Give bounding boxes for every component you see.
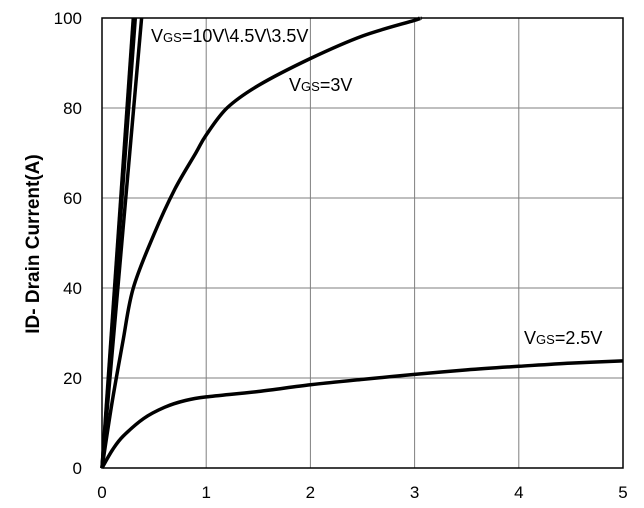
x-tick-label: 1 <box>201 483 210 502</box>
annotation-vgs-10-4.5-3.5: VGS=10V\4.5V\3.5V <box>151 26 308 46</box>
curves <box>100 16 624 469</box>
y-tick-label: 0 <box>73 459 82 478</box>
series-curve <box>100 16 423 469</box>
annotation-vgs-3: VGS=3V <box>289 75 352 95</box>
x-tick-label: 2 <box>306 483 315 502</box>
x-tick-label: 0 <box>97 483 106 502</box>
y-tick-label: 100 <box>54 9 82 28</box>
annotation-vgs-2.5: VGS=2.5V <box>524 328 602 348</box>
y-tick-label: 60 <box>63 189 82 208</box>
plot-frame <box>101 17 624 469</box>
x-tick-label: 4 <box>514 483 523 502</box>
y-tick-label: 40 <box>63 279 82 298</box>
y-axis-label: ID- Drain Current(A) <box>23 154 44 333</box>
series-curve <box>100 17 144 469</box>
x-tick-label: 5 <box>618 483 627 502</box>
y-tick-label: 80 <box>63 99 82 118</box>
y-tick-label: 20 <box>63 369 82 388</box>
x-tick-labels: 0 1 2 3 4 5 <box>97 483 627 502</box>
y-tick-labels: 0 20 40 60 80 100 <box>54 9 82 478</box>
series-curve <box>100 359 624 469</box>
x-tick-label: 3 <box>410 483 419 502</box>
